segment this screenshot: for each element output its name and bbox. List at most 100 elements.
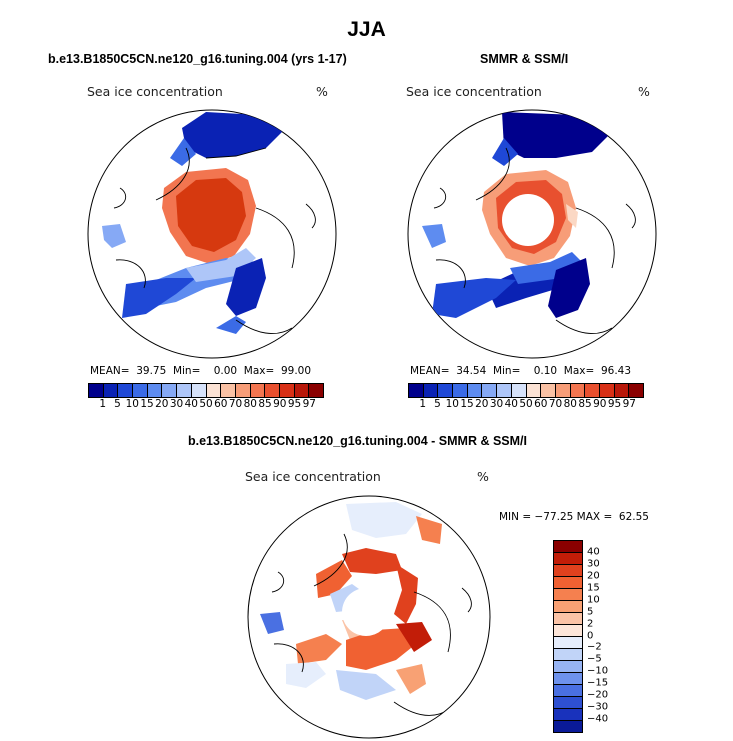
- obs-unit-label: %: [638, 84, 650, 99]
- obs-colorbar-swatch: [585, 384, 600, 397]
- diff-colorbar-tick-label: 2: [587, 618, 594, 630]
- obs-colorbar-tick-label: 90: [593, 398, 607, 410]
- obs-colorbar-tick-label: 30: [489, 398, 504, 410]
- obs-colorbar-swatch: [526, 384, 542, 397]
- obs-colorbar-swatches: [408, 383, 644, 398]
- obs-colorbar-swatch: [599, 384, 615, 397]
- obs-colorbar-tick-label: 97: [622, 398, 636, 410]
- obs-colorbar-tick-label: 95: [607, 398, 622, 410]
- diff-colorbar-swatch: [554, 649, 582, 661]
- model-colorbar-tick-label: 15: [140, 398, 154, 410]
- diff-colorbar-swatch: [554, 709, 582, 721]
- page-title: JJA: [347, 18, 386, 41]
- diff-colorbar-swatch: [554, 553, 582, 565]
- diff-colorbar-ticks: 40 30 20 15 10 5 2 0 −2 −5 −10 −15 −20 −30 −40: [587, 540, 623, 733]
- model-colorbar-swatch: [250, 384, 266, 397]
- diff-colorbar-swatch: [554, 685, 582, 697]
- diff-colorbar-tick-label: −30: [587, 701, 609, 713]
- obs-colorbar-swatch: [555, 384, 571, 397]
- diff-colorbar-tick-label: −2: [587, 641, 602, 653]
- model-colorbar-swatch: [103, 384, 119, 397]
- obs-colorbar-swatch: [423, 384, 439, 397]
- model-colorbar-tick-label: 50: [199, 398, 213, 410]
- diff-colorbar-swatch: [554, 661, 582, 673]
- diff-colorbar-swatch: [554, 565, 582, 577]
- obs-colorbar-tick-label: 60: [534, 398, 548, 410]
- diff-colorbar-tick-label: 30: [587, 558, 600, 570]
- obs-field-label: Sea ice concentration: [406, 84, 542, 99]
- diff-colorbar-tick-label: −40: [587, 713, 609, 725]
- diff-colorbar-tick-label: −20: [587, 689, 609, 701]
- diff-colorbar-swatch: [554, 721, 582, 732]
- model-colorbar-swatch: [265, 384, 280, 397]
- model-colorbar-tick-label: 30: [169, 398, 184, 410]
- model-colorbar-swatch: [162, 384, 178, 397]
- diff-colorbar-tick-label: 15: [587, 582, 600, 594]
- diff-unit-label: %: [477, 469, 489, 484]
- model-colorbar-swatch: [279, 384, 295, 397]
- obs-colorbar-tick-label: 10: [445, 398, 459, 410]
- obs-colorbar-swatch: [467, 384, 483, 397]
- diff-colorbar-tick-label: −5: [587, 653, 602, 665]
- model-colorbar-ticks: 1 5 10 15 20 30 40 50 60 70 80 85 90 95 97: [88, 398, 324, 410]
- obs-colorbar-tick-label: 5: [434, 398, 441, 410]
- obs-colorbar: 1 5 10 15 20 30 40 50 60 70 80 85 90 95 97: [408, 383, 644, 410]
- obs-colorbar-swatch: [497, 384, 512, 397]
- model-unit-label: %: [316, 84, 328, 99]
- diff-colorbar-tick-label: 5: [587, 606, 594, 618]
- obs-colorbar-swatch: [511, 384, 527, 397]
- diff-colorbar-tick-label: 0: [587, 630, 594, 641]
- obs-polar-map: [407, 109, 657, 359]
- model-colorbar-swatches: [88, 383, 324, 398]
- diff-colorbar: 40 30 20 15 10 5 2 0 −2 −5 −10 −15 −20 −30 −40: [553, 540, 623, 733]
- diff-colorbar-swatch: [554, 637, 582, 649]
- model-colorbar-tick-label: 97: [302, 398, 316, 410]
- model-colorbar-tick-label: 1: [99, 398, 107, 410]
- obs-colorbar-ticks: 1 5 10 15 20 30 40 50 60 70 80 85 90 95 97: [408, 398, 644, 410]
- diff-colorbar-swatch: [554, 589, 582, 601]
- model-colorbar-swatch: [309, 384, 323, 397]
- diff-polar-map: [247, 495, 491, 739]
- obs-colorbar-swatch: [409, 384, 424, 397]
- diff-colorbar-tick-label: 20: [587, 570, 600, 582]
- diff-colorbar-swatch: [554, 673, 582, 685]
- obs-colorbar-tick-label: 15: [460, 398, 474, 410]
- model-colorbar-swatch: [221, 384, 236, 397]
- model-polar-map: [87, 109, 337, 359]
- diff-colorbar-swatch: [554, 625, 582, 637]
- diff-colorbar-swatch: [554, 697, 582, 709]
- diff-colorbar-swatch: [554, 613, 582, 625]
- model-colorbar-swatch: [177, 384, 192, 397]
- model-colorbar-swatch: [147, 384, 163, 397]
- diff-panel-title: b.e13.B1850C5CN.ne120_g16.tuning.004 - S…: [188, 434, 527, 448]
- model-colorbar-swatch: [294, 384, 310, 397]
- model-colorbar-swatch: [191, 384, 207, 397]
- obs-colorbar-tick-label: 85: [578, 398, 592, 410]
- diff-colorbar-tick-label: 10: [587, 594, 600, 606]
- model-panel-title: b.e13.B1850C5CN.ne120_g16.tuning.004 (yr…: [48, 52, 347, 66]
- obs-colorbar-swatch: [438, 384, 454, 397]
- obs-colorbar-tick-label: 1: [419, 398, 427, 410]
- obs-colorbar-swatch: [453, 384, 468, 397]
- model-colorbar-tick-label: 70: [228, 398, 243, 410]
- diff-colorbar-swatch: [554, 541, 582, 553]
- obs-colorbar-swatch: [482, 384, 498, 397]
- diff-colorbar-swatches: [553, 540, 583, 733]
- model-colorbar-tick-label: 80: [243, 398, 257, 410]
- obs-colorbar-tick-label: 80: [563, 398, 577, 410]
- diff-colorbar-tick-label: −15: [587, 677, 609, 689]
- obs-colorbar-tick-label: 50: [519, 398, 533, 410]
- obs-colorbar-swatch: [614, 384, 630, 397]
- model-colorbar-swatch: [235, 384, 251, 397]
- model-colorbar-swatch: [89, 384, 104, 397]
- model-colorbar-swatch: [133, 384, 148, 397]
- diff-colorbar-tick-label: 40: [587, 546, 600, 558]
- model-colorbar-swatch: [118, 384, 134, 397]
- model-field-label: Sea ice concentration: [87, 84, 223, 99]
- model-colorbar-swatch: [206, 384, 222, 397]
- obs-colorbar-swatch: [570, 384, 586, 397]
- diff-colorbar-swatch: [554, 601, 582, 613]
- diff-field-label: Sea ice concentration: [245, 469, 381, 484]
- obs-colorbar-tick-label: 20: [475, 398, 489, 410]
- obs-panel-title: SMMR & SSM/I: [480, 52, 569, 66]
